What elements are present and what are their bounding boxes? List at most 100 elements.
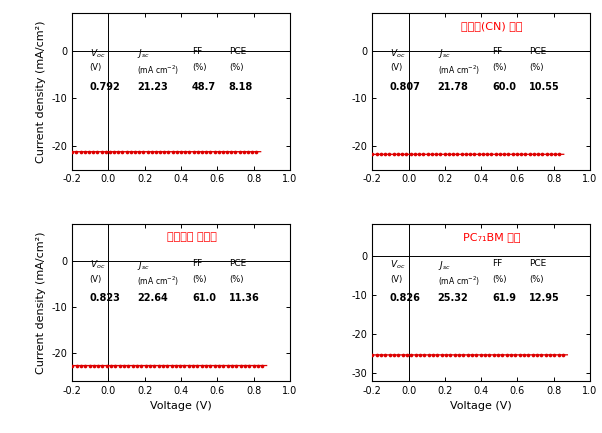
X-axis label: Voltage (V): Voltage (V): [450, 401, 512, 411]
Point: [521, 151, 530, 158]
Point: [402, 151, 411, 158]
Point: [536, 352, 546, 359]
Point: [155, 148, 165, 155]
Point: [247, 148, 257, 155]
Point: [253, 362, 262, 369]
Text: 61.0: 61.0: [192, 293, 216, 304]
Text: $V_{oc}$: $V_{oc}$: [390, 48, 405, 60]
Point: [436, 151, 445, 158]
Point: [130, 148, 140, 155]
Point: [93, 148, 102, 155]
Point: [117, 148, 127, 155]
Text: (%): (%): [529, 63, 544, 72]
Point: [80, 148, 90, 155]
Point: [528, 352, 538, 359]
Point: [486, 151, 496, 158]
Point: [188, 362, 198, 369]
Point: [532, 352, 542, 359]
Point: [209, 148, 219, 155]
Point: [493, 352, 503, 359]
Text: (%): (%): [492, 275, 506, 284]
Point: [450, 352, 459, 359]
Point: [453, 151, 462, 158]
Text: 22.64: 22.64: [137, 293, 168, 304]
Point: [67, 362, 77, 369]
Y-axis label: Current density (mA/cm²): Current density (mA/cm²): [36, 20, 46, 162]
Text: (%): (%): [229, 275, 243, 284]
Point: [499, 151, 509, 158]
Point: [257, 362, 267, 369]
Text: 60.0: 60.0: [492, 82, 516, 92]
Point: [415, 352, 425, 359]
Y-axis label: Current density (mA/cm²): Current density (mA/cm²): [36, 232, 46, 374]
Point: [508, 151, 518, 158]
Point: [210, 362, 220, 369]
Point: [158, 362, 168, 369]
Point: [244, 362, 254, 369]
Point: [72, 362, 81, 369]
Point: [201, 148, 211, 155]
Point: [252, 148, 261, 155]
Point: [223, 362, 232, 369]
Point: [219, 362, 228, 369]
Point: [554, 352, 563, 359]
Text: $V_{oc}$: $V_{oc}$: [390, 259, 405, 271]
Point: [105, 148, 115, 155]
Point: [445, 352, 455, 359]
Point: [102, 362, 111, 369]
Point: [406, 151, 415, 158]
Point: [372, 151, 382, 158]
Point: [495, 151, 504, 158]
Point: [147, 148, 157, 155]
Point: [510, 352, 520, 359]
Point: [149, 362, 159, 369]
Point: [189, 148, 199, 155]
Point: [101, 148, 111, 155]
Point: [231, 362, 241, 369]
Text: 21.23: 21.23: [137, 82, 168, 92]
Point: [420, 352, 429, 359]
Point: [427, 151, 436, 158]
Point: [179, 362, 189, 369]
Point: [471, 352, 481, 359]
Text: FF: FF: [492, 259, 502, 268]
Text: 0.823: 0.823: [90, 293, 120, 304]
Point: [454, 352, 464, 359]
Point: [529, 151, 539, 158]
Point: [171, 362, 181, 369]
Point: [141, 362, 150, 369]
Point: [81, 362, 90, 369]
Point: [470, 151, 479, 158]
Point: [193, 362, 202, 369]
Point: [542, 151, 551, 158]
Point: [235, 148, 244, 155]
Point: [402, 352, 412, 359]
Text: (mA cm$^{-2}$): (mA cm$^{-2}$): [438, 275, 480, 288]
Point: [380, 352, 390, 359]
Point: [240, 362, 250, 369]
Point: [172, 148, 182, 155]
Text: 12.95: 12.95: [529, 293, 560, 304]
Text: (%): (%): [229, 63, 243, 72]
Text: 0.792: 0.792: [90, 82, 120, 92]
Point: [201, 362, 211, 369]
Text: $V_{oc}$: $V_{oc}$: [90, 48, 105, 60]
Point: [184, 362, 194, 369]
Point: [154, 362, 163, 369]
Point: [164, 148, 173, 155]
Text: (%): (%): [192, 275, 206, 284]
Point: [546, 151, 556, 158]
Text: PC₇₁BM 첸가: PC₇₁BM 첸가: [464, 232, 521, 242]
Point: [389, 151, 399, 158]
Point: [123, 362, 133, 369]
Point: [376, 352, 386, 359]
Point: [128, 362, 137, 369]
Text: 61.9: 61.9: [492, 293, 516, 304]
Point: [428, 352, 438, 359]
Point: [385, 352, 394, 359]
Point: [93, 362, 103, 369]
Text: 성막조건 최적화: 성막조건 최적화: [167, 232, 217, 242]
Point: [368, 352, 377, 359]
Point: [76, 362, 85, 369]
Point: [497, 352, 507, 359]
